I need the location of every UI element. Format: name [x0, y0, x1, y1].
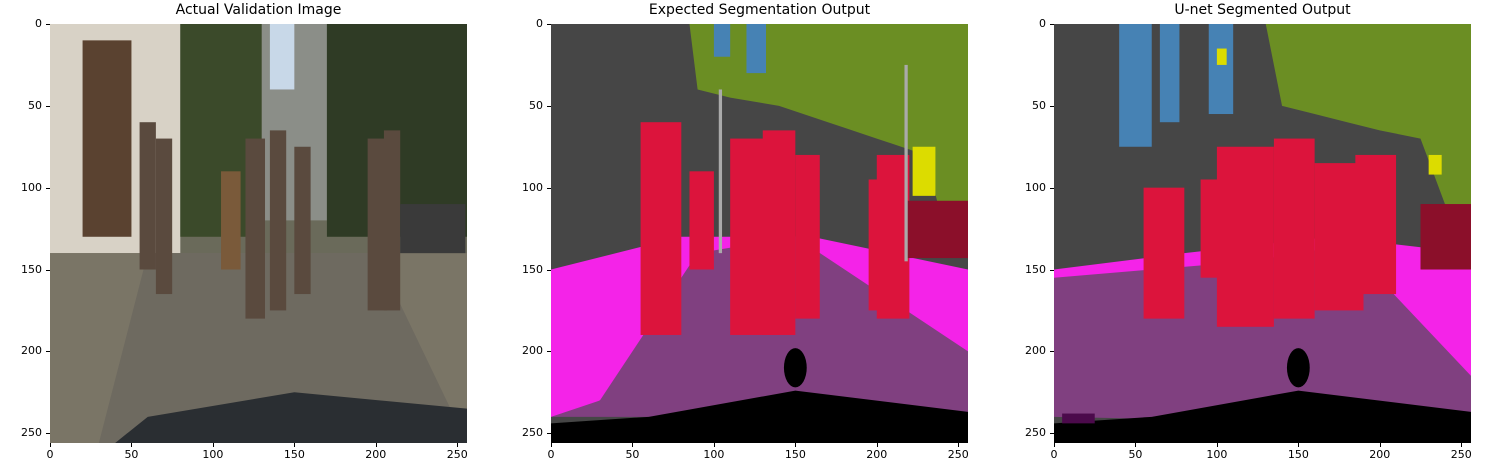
x-tick-mark	[1379, 443, 1381, 447]
y-tick-label: 50	[28, 98, 42, 112]
y-tick-mark	[46, 351, 50, 353]
x-tick-label: 50	[625, 448, 640, 461]
x-tick-label: 250	[446, 448, 468, 461]
x-tick-label: 50	[124, 448, 139, 461]
y-tick-label: 150	[21, 262, 42, 276]
x-tick-mark	[212, 443, 214, 447]
y-tick-label: 200	[1025, 344, 1046, 358]
x-tick-label: 100	[202, 448, 224, 461]
y-tick-mark	[46, 105, 50, 107]
y-tick-label: 250	[21, 426, 42, 440]
y-tick-label: 150	[1025, 262, 1046, 276]
y-tick-label: 100	[1025, 180, 1046, 194]
x-tick-label: 150	[784, 448, 806, 461]
panel-title: U-net Segmented Output	[1174, 2, 1351, 18]
x-tick-mark	[1054, 443, 1055, 447]
y-tick-mark	[46, 433, 50, 435]
x-tick-label: 150	[283, 448, 305, 461]
panel-title: Expected Segmentation Output	[648, 2, 871, 18]
x-tick-mark	[1298, 443, 1300, 447]
y-tick-label: 50	[529, 98, 543, 112]
x-tick-mark	[876, 443, 878, 447]
y-tick-label: 0	[536, 17, 543, 30]
panel-expected: Expected Segmentation Output	[500, 0, 980, 468]
y-tick-label: 150	[522, 262, 543, 276]
y-tick-label: 100	[21, 180, 42, 194]
y-tick-mark	[46, 187, 50, 189]
x-tick-label: 0	[46, 448, 54, 461]
x-tick-label: 200	[365, 448, 387, 461]
y-tick-label: 0	[1039, 17, 1046, 30]
y-tick-label: 100	[522, 180, 543, 194]
y-tick-label: 200	[522, 344, 543, 358]
x-tick-mark	[457, 443, 459, 447]
x-tick-label: 200	[1369, 448, 1391, 461]
x-tick-mark	[50, 443, 51, 447]
y-tick-mark	[1050, 269, 1054, 271]
y-tick-label: 250	[522, 426, 543, 440]
y-tick-mark	[46, 269, 50, 271]
y-tick-label: 0	[35, 17, 42, 30]
y-tick-mark	[547, 24, 551, 25]
x-tick-mark	[713, 443, 715, 447]
x-tick-mark	[1461, 443, 1463, 447]
y-tick-mark	[1050, 105, 1054, 107]
y-tick-mark	[547, 433, 551, 435]
y-tick-mark	[1050, 433, 1054, 435]
x-tick-label: 150	[1287, 448, 1309, 461]
y-tick-mark	[547, 187, 551, 189]
y-tick-label: 250	[1025, 426, 1046, 440]
x-tick-mark	[1135, 443, 1137, 447]
y-tick-mark	[547, 351, 551, 353]
x-tick-label: 200	[866, 448, 888, 461]
validation-photo	[50, 24, 467, 443]
x-tick-mark	[958, 443, 960, 447]
expected-segmentation	[551, 24, 968, 443]
x-tick-label: 100	[703, 448, 725, 461]
y-tick-mark	[1050, 24, 1054, 25]
panel-title: Actual Validation Image	[175, 2, 342, 18]
x-tick-mark	[795, 443, 797, 447]
x-tick-mark	[131, 443, 133, 447]
y-tick-label: 50	[1032, 98, 1046, 112]
x-tick-mark	[294, 443, 296, 447]
x-tick-label: 0	[1050, 448, 1058, 461]
x-tick-mark	[632, 443, 634, 447]
x-tick-label: 250	[947, 448, 969, 461]
panel-actual: Actual Validation Image	[0, 0, 480, 468]
x-tick-label: 100	[1206, 448, 1228, 461]
x-tick-mark	[375, 443, 377, 447]
unet-segmentation	[1054, 24, 1471, 443]
x-tick-mark	[551, 443, 552, 447]
y-tick-label: 200	[21, 344, 42, 358]
x-tick-mark	[1216, 443, 1218, 447]
y-tick-mark	[46, 24, 50, 25]
x-tick-label: 0	[547, 448, 555, 461]
y-tick-mark	[1050, 351, 1054, 353]
y-tick-mark	[1050, 187, 1054, 189]
y-tick-mark	[547, 105, 551, 107]
x-tick-label: 250	[1450, 448, 1472, 461]
x-tick-label: 50	[1128, 448, 1143, 461]
y-tick-mark	[547, 269, 551, 271]
